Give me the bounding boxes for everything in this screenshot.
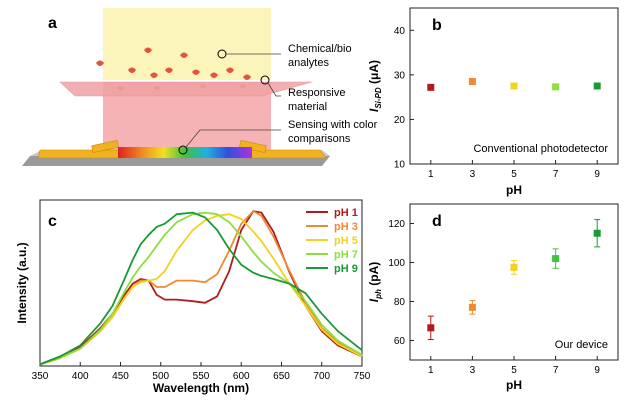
panel-c-legend-label: pH 1 [334,207,358,219]
responsive-material-plate [59,81,313,97]
panel-b-chart: b 10 20 30 40 1 3 5 7 9 Conventional photodetec… [367,7,619,197]
panel-b-ytick-label: 20 [394,115,406,126]
panel-d-point [427,324,435,332]
panel-b-annotation: Conventional photodetector [473,143,608,155]
panel-d-annotation: Our device [555,339,608,351]
panel-b-point [427,83,435,91]
annotation-responsive-material: Responsive material [288,87,349,113]
panel-d-ytick-label: 80 [394,297,406,308]
electrode-finger-left [91,140,119,153]
panel-d-xtick-label: 1 [428,365,434,376]
panel-d-xtick-label: 5 [511,365,517,376]
panel-b-point [593,82,601,90]
panel-b-xtick-label: 1 [428,169,434,180]
panel-d-xlabel: pH [506,378,522,392]
panel-d-xtick-label: 3 [470,365,476,376]
panel-d-ytick-label: 100 [388,258,405,269]
panel-b-point [510,82,518,90]
electrode-right [239,149,327,159]
material-leader [267,82,281,97]
panel-c-label: c [48,213,57,230]
panel-c-legend-label: pH 9 [334,263,358,275]
panel-c-series-line [39,211,363,366]
panel-a-schematic: a [22,8,380,166]
material-marker [260,75,270,85]
sensor-marker [178,145,188,155]
panel-b-point [468,78,476,86]
electrode-left [37,149,127,159]
panel-d-ytick-label: 120 [388,219,405,230]
panel-b-ytick-label: 30 [394,70,406,81]
panel-c-legend-label: pH 5 [334,235,358,247]
annotation-sensing: Sensing with color comparisons [288,119,380,145]
panel-b-point [552,83,560,91]
panel-b-ylabel: ISi-PD (μA) [367,60,383,112]
panel-b-xtick-label: 7 [553,169,559,180]
panel-c-xtick-label: 650 [273,371,290,382]
panel-b-xtick-label: 5 [511,169,517,180]
panel-d-point [510,263,518,271]
annotation-analytes: Chemical/bio analytes [288,43,355,69]
panel-c-ylabel: Intensity (a.u.) [15,242,29,323]
panel-c-xlabel: Wavelength (nm) [153,381,249,395]
panel-a-label: a [48,15,57,32]
electrode-finger-right [239,140,267,153]
panel-d-xtick-label: 7 [553,365,559,376]
panel-c-xtick-label: 450 [112,371,129,382]
panel-b-ytick-label: 10 [394,160,406,171]
panel-b-ytick-label: 40 [394,26,406,37]
panel-c-xtick-label: 350 [32,371,49,382]
sensor-leader [185,129,281,148]
panel-d-point [468,303,476,311]
panel-d-ytick-label: 60 [394,336,406,347]
light-beam-top [103,8,271,80]
panel-b-xtick-label: 3 [470,169,476,180]
panel-b-xlabel: pH [506,183,522,197]
panel-b-xtick-label: 9 [594,169,600,180]
panel-d-point [593,229,601,237]
panel-c-legend-label: pH 7 [334,249,358,261]
panel-c-xtick-label: 400 [72,371,89,382]
rainbow-sensor [118,147,252,158]
panel-c-xtick-label: 750 [354,371,371,382]
panel-d-xtick-label: 9 [594,365,600,376]
panel-d-chart: d 60 80 100 120 1 3 5 7 9 Our device pH Iph (pA… [367,203,619,392]
panel-c-legend-label: pH 3 [334,221,358,233]
panel-c-series-line [39,211,363,366]
panel-c-xtick-label: 550 [193,371,210,382]
panel-d-point [552,255,560,263]
panel-c-xtick-label: 700 [313,371,330,382]
panel-b-label: b [432,17,442,34]
substrate [22,156,330,166]
panel-c-chart: c 350 400 450 500 550 600 650 700 750 pH 1 pH 3 pH… [15,199,371,395]
panel-c-xtick-label: 600 [233,371,250,382]
panel-c-xtick-label: 500 [152,371,169,382]
panel-d-ylabel: Iph (pA) [367,262,383,302]
panel-d-label: d [432,213,442,230]
